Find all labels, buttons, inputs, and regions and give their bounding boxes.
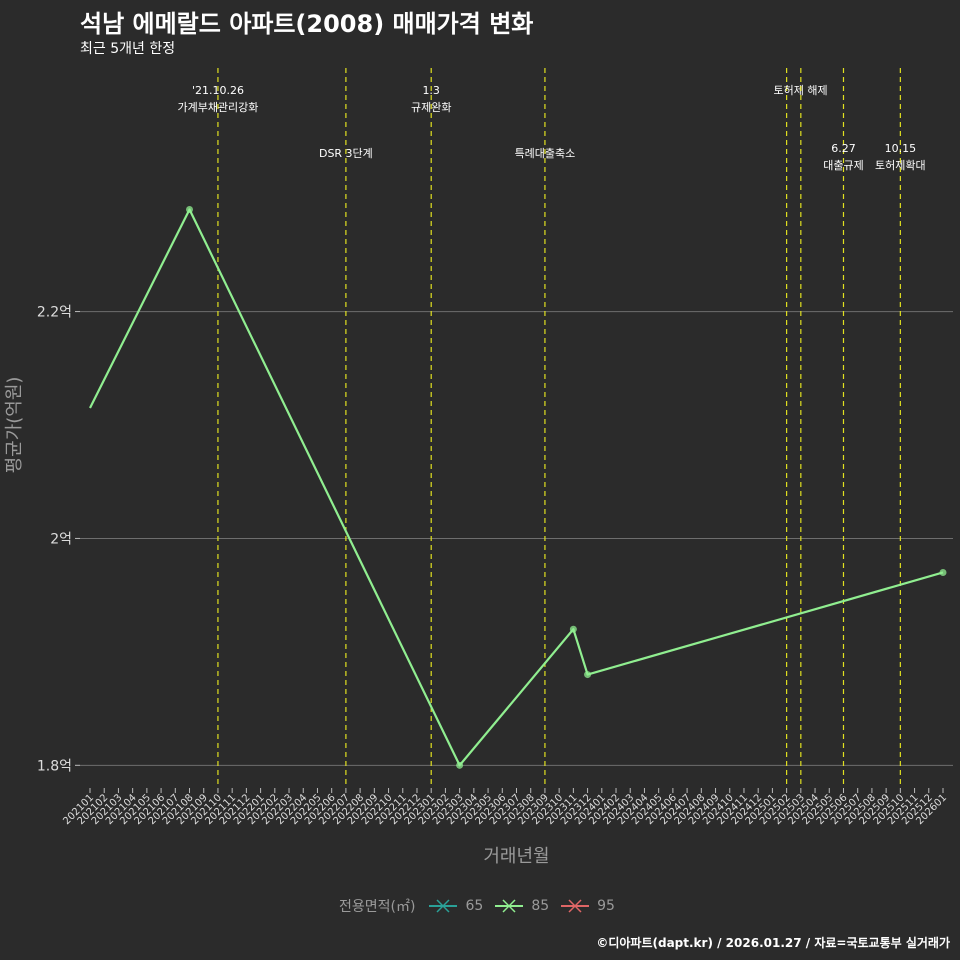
legend-label-85: 85 — [531, 898, 550, 914]
event-label: 6.27 — [831, 142, 856, 155]
chart-subtitle: 최근 5개년 한정 — [80, 41, 176, 57]
y-axis-title: 평균가(억원) — [4, 377, 25, 474]
data-point-85 — [186, 205, 194, 213]
legend-item-95: 95 — [561, 896, 615, 916]
event-label: 1.3 — [422, 84, 440, 97]
event-label: 10.15 — [885, 142, 917, 155]
y-tick-label: 2.2억 — [37, 305, 72, 321]
y-tick-label: 1.8억 — [37, 758, 72, 774]
data-point-85 — [584, 671, 592, 679]
event-label: 특례대출축소 — [515, 147, 576, 160]
legend-label-65: 65 — [465, 898, 484, 914]
data-point-85 — [569, 625, 577, 633]
legend-title: 전용면적(㎡) — [339, 899, 416, 915]
legend: 전용면적(㎡) 65 85 95 — [0, 896, 960, 916]
legend-key-85-icon — [495, 899, 524, 913]
legend-item-85: 85 — [495, 896, 549, 916]
legend-key-95-icon — [561, 899, 590, 913]
legend-item-65: 65 — [429, 896, 483, 916]
event-label: '21.10.26 — [192, 84, 244, 97]
legend-key-65-icon — [429, 899, 458, 913]
chart-title: 석남 에메랄드 아파트(2008) 매매가격 변화 — [80, 10, 534, 38]
data-point-85 — [939, 568, 947, 576]
event-label: 대출규제 — [823, 159, 863, 172]
event-label: 토허제확대 — [875, 159, 926, 172]
series-line-85 — [89, 208, 944, 767]
y-tick-label: 2억 — [50, 531, 72, 547]
data-point-85 — [456, 761, 464, 769]
source-caption: ©디아파트(dapt.kr) / 2026.01.27 / 자료=국토교통부 실… — [596, 936, 950, 950]
event-label: 가계부채관리강화 — [177, 101, 258, 114]
event-label: 규제완화 — [411, 101, 451, 114]
legend-label-95: 95 — [597, 898, 615, 914]
x-axis-title: 거래년월 — [483, 846, 549, 867]
event-label: DSR 3단계 — [319, 147, 373, 160]
